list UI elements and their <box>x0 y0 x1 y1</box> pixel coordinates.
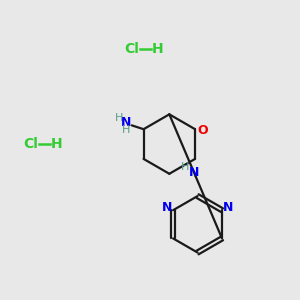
Text: H: H <box>115 113 123 123</box>
Text: N: N <box>189 166 200 179</box>
Text: N: N <box>224 201 234 214</box>
Text: H: H <box>152 42 163 56</box>
Text: H: H <box>51 137 62 151</box>
Text: N: N <box>121 116 131 130</box>
Text: Cl: Cl <box>125 42 140 56</box>
Text: H: H <box>122 125 130 135</box>
Text: N: N <box>161 201 172 214</box>
Text: H: H <box>181 163 189 172</box>
Text: O: O <box>197 124 208 137</box>
Text: Cl: Cl <box>24 137 38 151</box>
